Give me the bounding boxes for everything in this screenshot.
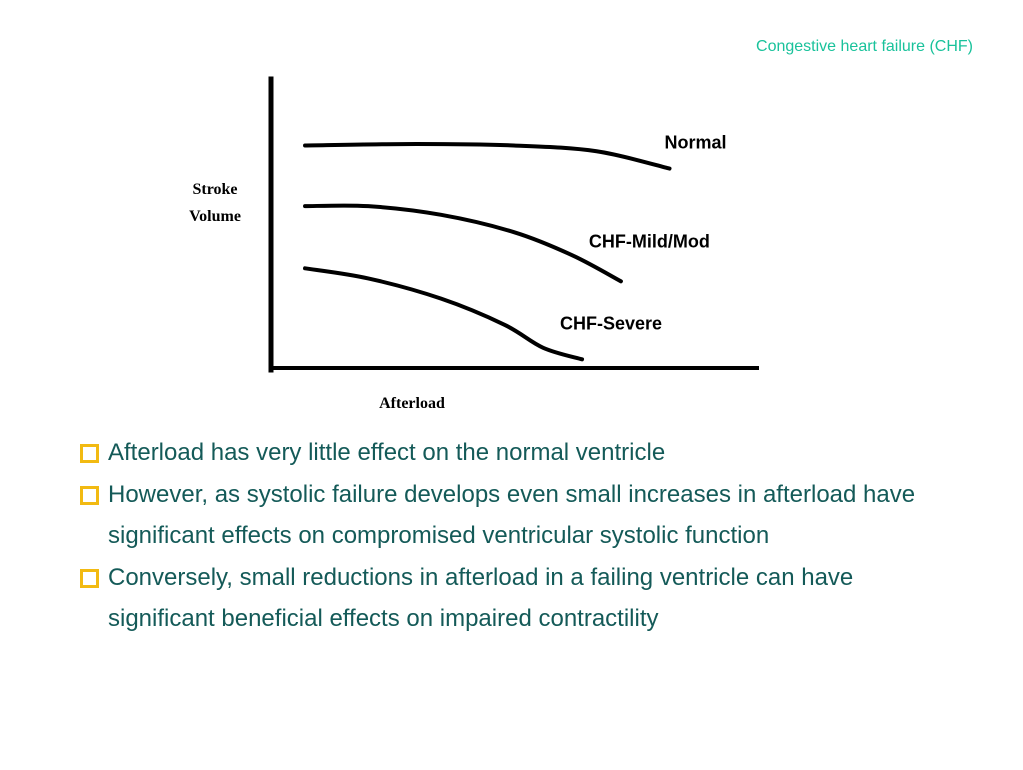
bullet-item: However, as systolic failure develops ev… xyxy=(78,474,958,557)
bullet-item: Conversely, small reductions in afterloa… xyxy=(78,557,958,640)
hollow-square-bullet-icon xyxy=(80,568,99,588)
y-axis-label-line: Stroke xyxy=(192,181,237,198)
series-line-normal xyxy=(303,142,672,171)
bullet-list: Afterload has very little effect on the … xyxy=(78,432,958,640)
bullet-text: However, as systolic failure develops ev… xyxy=(108,480,916,550)
series-label-normal: Normal xyxy=(665,133,727,153)
chart-canvas: Normal CHF-Mild/Mod CHF-Severe Stroke Volume… xyxy=(189,76,759,412)
bullet-item: Afterload has very little effect on the … xyxy=(78,432,958,474)
bullet-text: Afterload has very little effect on the … xyxy=(108,439,666,466)
slide-header: Congestive heart failure (CHF) xyxy=(756,38,973,55)
hollow-square-bullet-icon xyxy=(80,444,99,463)
series-line-chf-mild-mod xyxy=(303,203,623,284)
series-line-chf-severe xyxy=(303,266,585,362)
series-label-chf-severe: CHF-Severe xyxy=(560,313,662,333)
stroke-volume-afterload-chart: Normal CHF-Mild/Mod CHF-Severe Stroke Volume… xyxy=(189,76,759,412)
series-label-chf-mild-mod: CHF-Mild/Mod xyxy=(589,231,710,251)
y-axis-label-line: Volume xyxy=(189,208,241,225)
x-axis-label: Afterload xyxy=(379,395,445,412)
bullet-text: Conversely, small reductions in afterloa… xyxy=(108,563,854,633)
hollow-square-bullet-icon xyxy=(80,485,99,505)
